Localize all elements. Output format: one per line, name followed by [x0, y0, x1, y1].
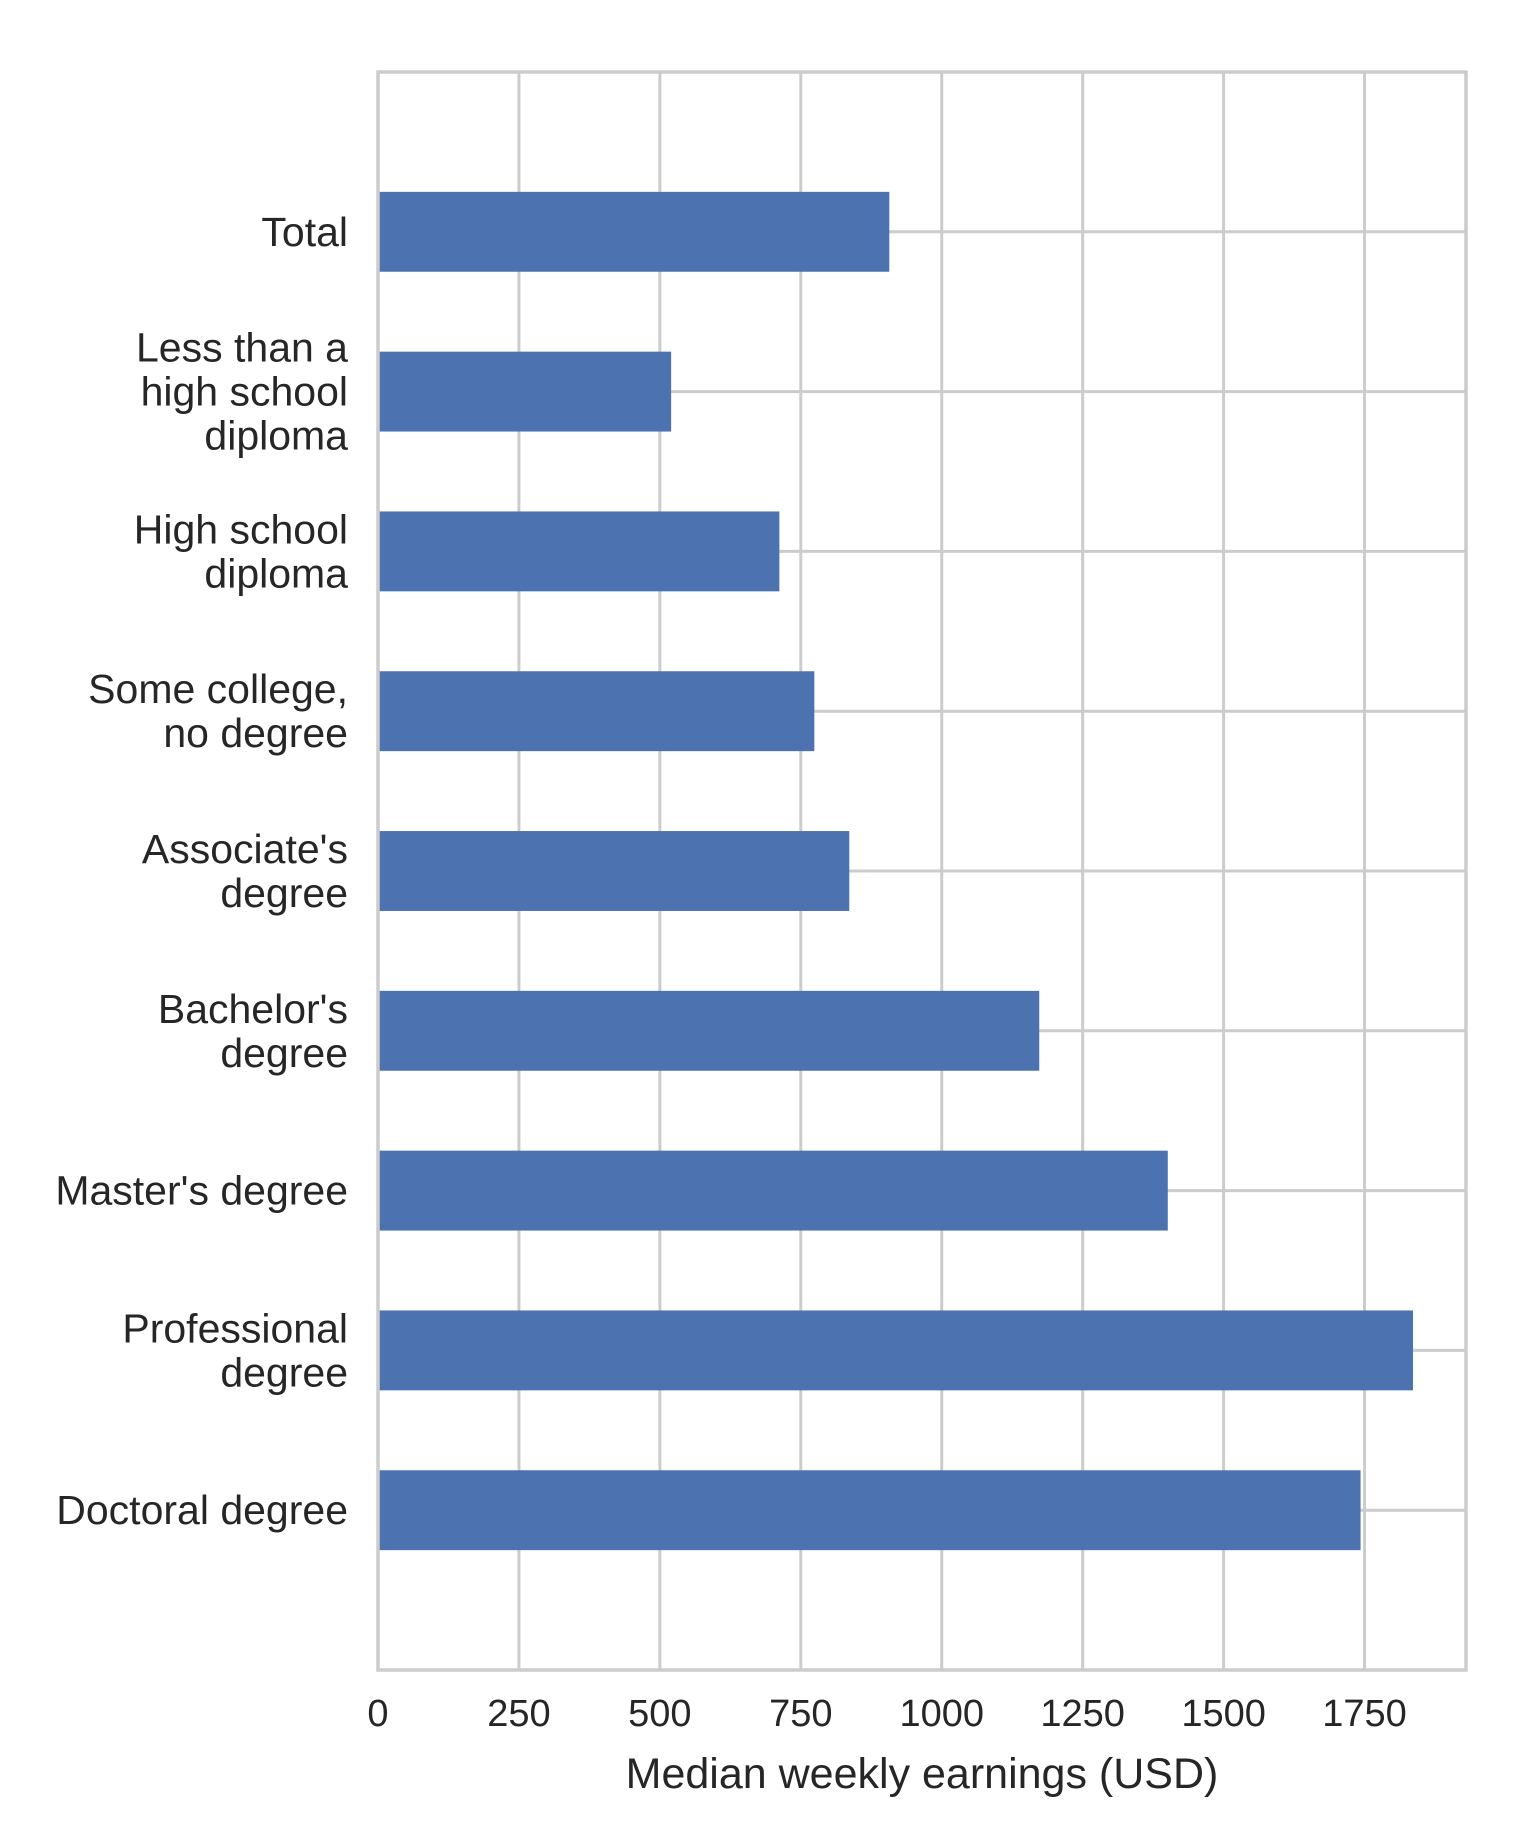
plot-frame: [376, 70, 1468, 1672]
bar: [378, 671, 815, 752]
category-label: Master's degree: [55, 1168, 348, 1214]
category-label-line: degree: [220, 1030, 348, 1076]
category-label-line: degree: [220, 870, 348, 916]
x-axis-title: Median weekly earnings (USD): [626, 1750, 1219, 1798]
x-tick-label: 250: [487, 1693, 550, 1735]
category-label-line: Total: [261, 209, 348, 255]
category-label: Bachelor's degree: [158, 986, 348, 1076]
category-label: High school diploma: [134, 506, 348, 596]
category-label: Less than a high school diploma: [136, 325, 348, 459]
category-label-line: diploma: [204, 550, 348, 596]
category-label: Associate's degree: [142, 826, 348, 916]
x-tick-label: 1250: [1040, 1693, 1125, 1735]
bars: [378, 191, 1414, 1551]
category-label-line: Associate's: [142, 826, 348, 872]
x-tick-label: 1750: [1322, 1693, 1407, 1735]
category-label: Some college, no degree: [88, 666, 348, 756]
bar: [378, 511, 780, 592]
bar: [378, 990, 1040, 1071]
bar: [378, 1150, 1168, 1231]
bar: [378, 191, 890, 272]
x-tick-labels: 0 250 500 750 1000 1250 1500 1750: [367, 1693, 1406, 1735]
x-tick-label: 1000: [899, 1693, 984, 1735]
category-label-line: Professional: [122, 1305, 348, 1351]
category-label: Professional degree: [122, 1305, 348, 1395]
category-label-line: degree: [220, 1349, 348, 1395]
category-label-line: diploma: [204, 413, 348, 459]
bar: [378, 1310, 1414, 1391]
category-label-line: no degree: [163, 710, 348, 756]
x-tick-label: 500: [628, 1693, 691, 1735]
category-label: Total: [261, 209, 348, 255]
category-label-line: High school: [134, 506, 348, 552]
category-label-line: high school: [141, 369, 348, 415]
category-label-line: Master's degree: [55, 1168, 348, 1214]
x-tick-label: 0: [367, 1693, 388, 1735]
x-tick-label: 750: [769, 1693, 832, 1735]
x-tick-label: 1500: [1181, 1693, 1266, 1735]
category-label-line: Some college,: [88, 666, 348, 712]
bar: [378, 831, 850, 911]
category-label-line: Bachelor's: [158, 986, 348, 1032]
bar: [378, 351, 672, 432]
category-label-line: Less than a: [136, 325, 348, 371]
bar: [378, 1470, 1361, 1551]
category-label: Doctoral degree: [56, 1487, 348, 1533]
category-label-line: Doctoral degree: [56, 1487, 348, 1533]
